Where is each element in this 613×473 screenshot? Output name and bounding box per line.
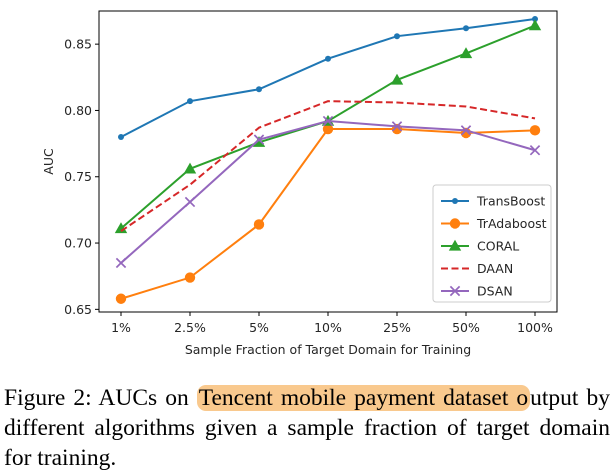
data-point-tradaboost [529, 125, 541, 136]
data-point-dsan [253, 134, 265, 145]
data-point-transboost [118, 133, 124, 140]
data-point-dsan [391, 121, 403, 132]
y-axis-label: AUC [41, 148, 56, 175]
line-chart: 1% 2.5% 5% 10% 25% 50% 100% 0.65 0.70 0.75 0.80 0.8… [41, 10, 558, 357]
legend-marker-transboost [452, 198, 458, 204]
data-point-transboost [256, 86, 262, 93]
legend-label-transboost: TransBoost [476, 194, 545, 209]
data-point-coral [459, 47, 473, 59]
data-point-tradaboost [115, 293, 127, 304]
data-point-transboost [532, 15, 538, 22]
legend-label-dsan: DSAN [477, 284, 513, 299]
x-tick-label: 5% [249, 320, 269, 335]
data-point-dsan [184, 196, 196, 208]
legend-label-coral: CORAL [477, 239, 519, 254]
data-point-tradaboost [184, 272, 196, 283]
data-point-dsan [115, 257, 127, 269]
legend-box [432, 184, 552, 303]
data-point-transboost [394, 33, 400, 40]
caption-prefix: Figure 2: AUCs on [4, 385, 197, 411]
data-point-transboost [187, 98, 193, 105]
x-tick-label: 100% [517, 320, 553, 335]
series-line-daan [120, 100, 536, 232]
legend-label-daan: DAAN [477, 261, 513, 276]
x-tick-label: 10% [314, 320, 342, 335]
data-point-coral [183, 162, 197, 174]
data-point-dsan [322, 115, 334, 127]
x-tick-label: 25% [383, 320, 411, 335]
caption-highlight: Tencent mobile payment dataset o [196, 385, 531, 411]
data-point-transboost [325, 55, 331, 62]
data-point-dsan [529, 145, 541, 156]
data-point-coral [528, 19, 542, 31]
caption-suffix: utput by different algorithms given a sa… [4, 385, 610, 471]
data-point-coral [114, 222, 128, 234]
data-point-coral [390, 73, 404, 85]
figure-caption: Figure 2: AUCs on Tencent mobile payment… [4, 383, 610, 473]
data-point-transboost [463, 25, 469, 32]
data-point-coral [252, 136, 266, 147]
x-tick-label: 2.5% [174, 320, 206, 335]
x-axis-label: Sample Fraction of Target Domain for Tra… [185, 342, 471, 357]
y-tick-label: 0.75 [64, 169, 92, 184]
chart-figure: 1% 2.5% 5% 10% 25% 50% 100% 0.65 0.70 0.75 0.80 0.8… [41, 10, 558, 357]
data-point-dsan [460, 125, 472, 136]
legend-marker-dsan [449, 285, 461, 297]
data-point-tradaboost [322, 123, 334, 135]
y-tick-label: 0.80 [64, 103, 92, 118]
legend-label-tradaboost: TrAdaboost [476, 216, 547, 231]
y-tick-label: 0.85 [64, 37, 92, 52]
y-tick-label: 0.70 [64, 236, 92, 251]
data-point-tradaboost [253, 219, 265, 230]
legend-marker-tradaboost [449, 218, 461, 229]
legend-marker-coral [448, 239, 462, 251]
x-tick-label: 50% [452, 320, 480, 335]
y-tick-label: 0.65 [64, 302, 92, 317]
x-tick-label: 1% [111, 320, 131, 335]
